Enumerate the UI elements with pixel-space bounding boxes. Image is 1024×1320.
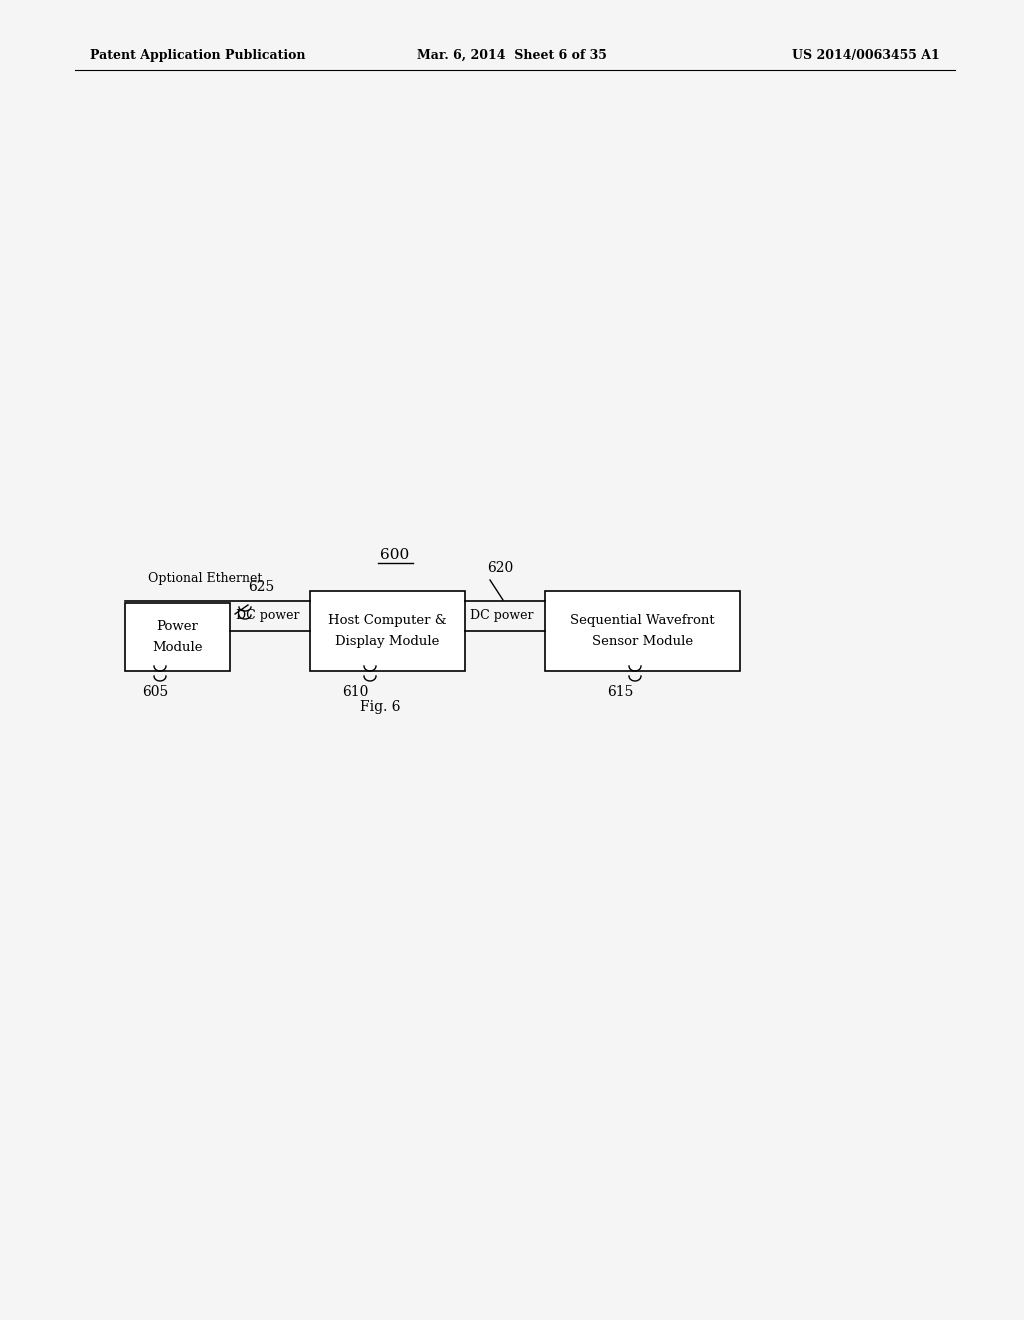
Bar xyxy=(545,591,740,671)
Text: Optional Ethernet: Optional Ethernet xyxy=(148,572,262,585)
Text: DC power: DC power xyxy=(236,609,299,622)
Text: 625: 625 xyxy=(248,579,274,594)
Text: Host Computer &
Display Module: Host Computer & Display Module xyxy=(328,614,446,648)
Text: Fig. 6: Fig. 6 xyxy=(359,700,400,714)
Text: 620: 620 xyxy=(487,561,513,576)
Text: 610: 610 xyxy=(342,685,369,700)
Bar xyxy=(125,603,230,671)
Text: 600: 600 xyxy=(380,548,410,562)
Text: 605: 605 xyxy=(142,685,168,700)
Text: Sequential Wavefront
Sensor Module: Sequential Wavefront Sensor Module xyxy=(570,614,715,648)
Text: Power
Module: Power Module xyxy=(153,620,203,653)
Bar xyxy=(310,591,465,671)
Text: US 2014/0063455 A1: US 2014/0063455 A1 xyxy=(793,49,940,62)
Text: Mar. 6, 2014  Sheet 6 of 35: Mar. 6, 2014 Sheet 6 of 35 xyxy=(417,49,607,62)
Text: 615: 615 xyxy=(607,685,633,700)
Text: DC power: DC power xyxy=(470,609,534,622)
Text: Patent Application Publication: Patent Application Publication xyxy=(90,49,305,62)
